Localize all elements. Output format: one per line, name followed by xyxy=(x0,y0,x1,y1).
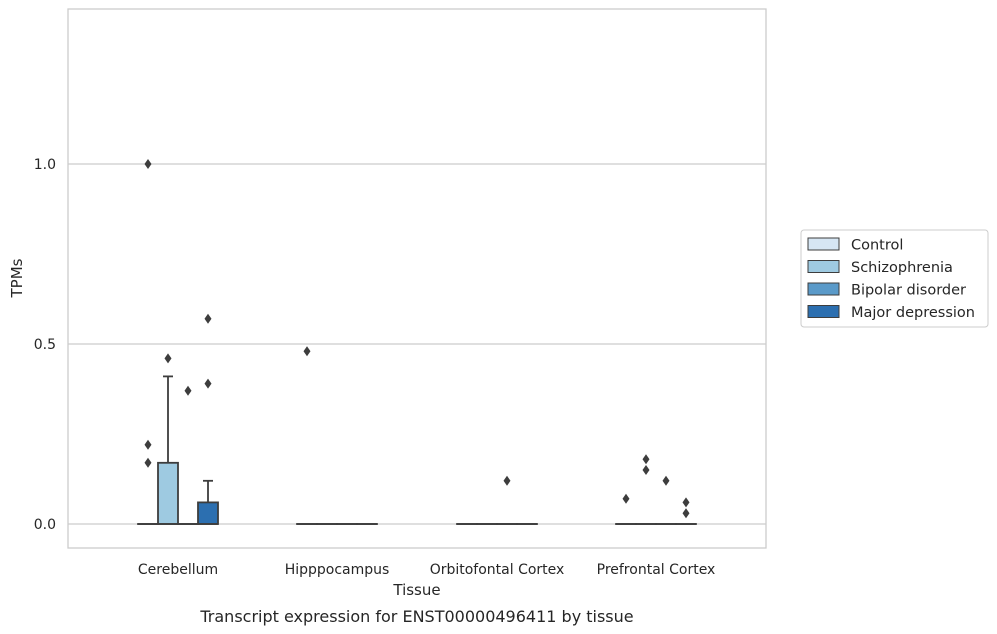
box-3-0 xyxy=(197,479,219,525)
outlier-point xyxy=(144,159,152,169)
outlier-point xyxy=(622,493,630,504)
outlier-point xyxy=(303,346,311,357)
outliers xyxy=(144,159,690,519)
legend-frame xyxy=(800,229,989,328)
legend-swatch xyxy=(807,305,840,318)
chart-caption: Transcript expression for ENST0000049641… xyxy=(199,607,633,626)
legend-label: Major depression xyxy=(851,305,975,321)
legend-swatch xyxy=(807,237,840,251)
outlier-point xyxy=(204,313,212,324)
y-tick-label: 0.5 xyxy=(34,337,56,353)
plot-frame xyxy=(67,8,767,549)
outlier-point xyxy=(682,508,690,519)
y-axis-label: TPMs xyxy=(8,258,26,298)
outlier-point xyxy=(642,465,650,475)
outlier-point xyxy=(642,454,650,465)
outlier-point xyxy=(503,475,511,486)
legend: Control Schizophrenia Bipolar disorder Majo… xyxy=(800,229,989,328)
outlier-point xyxy=(144,439,152,450)
legend-swatch xyxy=(807,282,840,296)
x-axis-label: Tissue xyxy=(392,581,440,599)
x-axis-ticks: Cerebellum Hipppocampus Orbitofontal Corte… xyxy=(138,562,715,578)
legend-label: Schizophrenia xyxy=(851,260,953,276)
y-tick-label: 1.0 xyxy=(34,157,56,173)
outlier-point xyxy=(682,497,690,508)
outlier-point xyxy=(662,475,670,486)
outlier-point xyxy=(204,378,212,389)
outlier-point xyxy=(144,457,152,468)
y-tick-label: 0.0 xyxy=(34,517,56,533)
outlier-point xyxy=(184,385,192,396)
box-1-0 xyxy=(157,375,179,525)
x-tick-label: Orbitofontal Cortex xyxy=(430,562,565,578)
x-tick-label: Cerebellum xyxy=(138,562,218,578)
box-body xyxy=(197,501,219,525)
y-axis-ticks: 0.00.51.01.52.02.5 xyxy=(34,157,56,533)
box-body xyxy=(157,461,179,525)
outlier-point xyxy=(164,353,172,364)
boxes xyxy=(137,375,697,525)
x-tick-label: Prefrontal Cortex xyxy=(597,562,716,578)
legend-swatch xyxy=(807,260,840,273)
x-tick-label: Hipppocampus xyxy=(285,562,390,578)
legend-label: Bipolar disorder xyxy=(851,283,966,299)
legend-label: Control xyxy=(851,238,903,254)
